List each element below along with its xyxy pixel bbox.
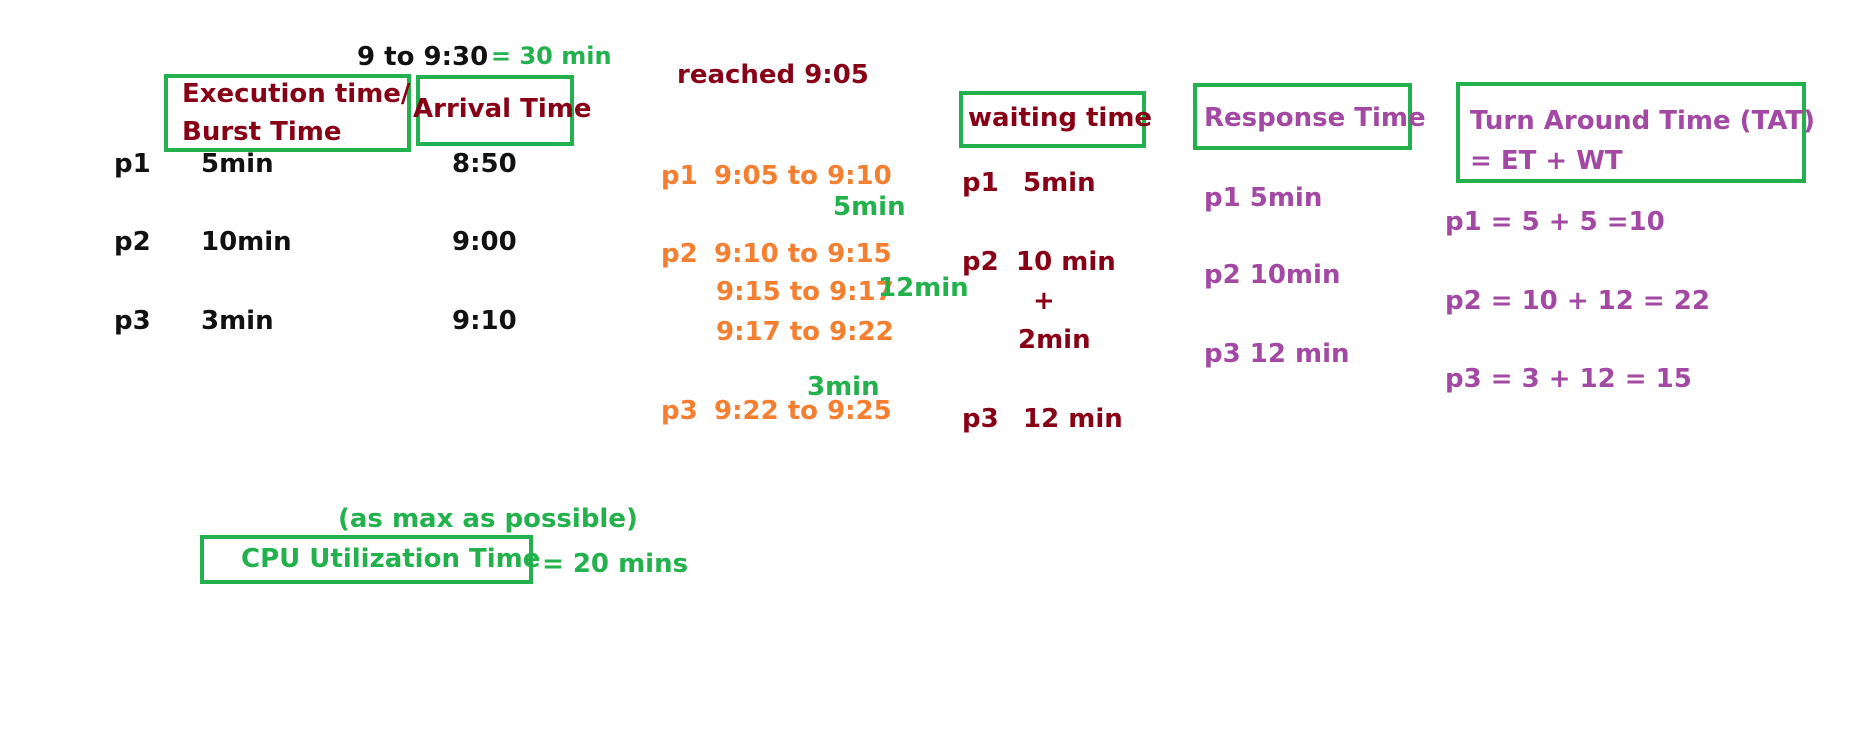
row-arrival-p3: 9:10 [452,306,517,336]
row-arrival-p2: 9:00 [452,227,517,257]
cpu-note: (as max as possible) [338,504,638,534]
schedule-p2-duration: 12min [878,273,969,303]
waiting-p2-value: 10 min [1016,247,1116,277]
row-burst-p3: 3min [201,306,274,336]
waiting-p2-extra: 2min [1018,325,1091,355]
time-window-label: 9 to 9:30 [357,42,489,72]
row-process-p1: p1 [114,149,151,179]
response-time-header-box [1193,83,1412,150]
reached-time-label: reached 9:05 [677,60,869,90]
waiting-time-header-box [959,91,1146,148]
arrival-time-header: Arrival Time [413,94,592,124]
row-burst-p1: 5min [201,149,274,179]
waiting-time-header: waiting time [968,103,1153,133]
schedule-p3-range: 9:22 to 9:25 [714,396,892,426]
response-p2: p2 10min [1204,260,1341,290]
row-burst-p2: 10min [201,227,292,257]
schedule-p1-duration: 5min [833,192,906,222]
waiting-p2-plus: + [1033,286,1055,316]
schedule-p2-label: p2 [661,239,698,269]
schedule-p1-range: 9:05 to 9:10 [714,161,892,191]
waiting-p1-label: p1 [962,168,999,198]
tat-p3: p3 = 3 + 12 = 15 [1445,364,1692,394]
cpu-utilization-header: CPU Utilization Time [241,544,541,574]
waiting-p1-value: 5min [1023,168,1096,198]
response-time-header: Response Time [1204,103,1426,133]
schedule-p1-label: p1 [661,161,698,191]
execution-time-header-box [164,74,411,152]
time-window-total: = 30 min [491,42,612,70]
tat-header-line1: Turn Around Time (TAT) [1470,106,1816,136]
execution-time-header-line2: Burst Time [182,117,342,147]
schedule-p3-label: p3 [661,396,698,426]
row-process-p3: p3 [114,306,151,336]
schedule-p2-range-1: 9:10 to 9:15 [714,239,892,269]
tat-header-box [1456,82,1806,183]
waiting-p3-label: p3 [962,404,999,434]
row-process-p2: p2 [114,227,151,257]
response-p1: p1 5min [1204,183,1323,213]
waiting-p3-value: 12 min [1023,404,1123,434]
tat-p2: p2 = 10 + 12 = 22 [1445,286,1710,316]
tat-p1: p1 = 5 + 5 =10 [1445,207,1665,237]
row-arrival-p1: 8:50 [452,149,517,179]
execution-time-header-line1: Execution time/ [182,79,411,109]
tat-header-line2: = ET + WT [1470,146,1623,176]
cpu-utilization-header-box [200,535,533,584]
schedule-p2-range-3: 9:17 to 9:22 [716,317,894,347]
waiting-p2-label: p2 [962,247,999,277]
cpu-utilization-value: = 20 mins [542,549,689,579]
schedule-p3-duration: 3min [807,372,880,402]
arrival-time-header-box [416,75,574,146]
schedule-p2-range-2: 9:15 to 9:17 [716,277,894,307]
response-p3: p3 12 min [1204,339,1350,369]
